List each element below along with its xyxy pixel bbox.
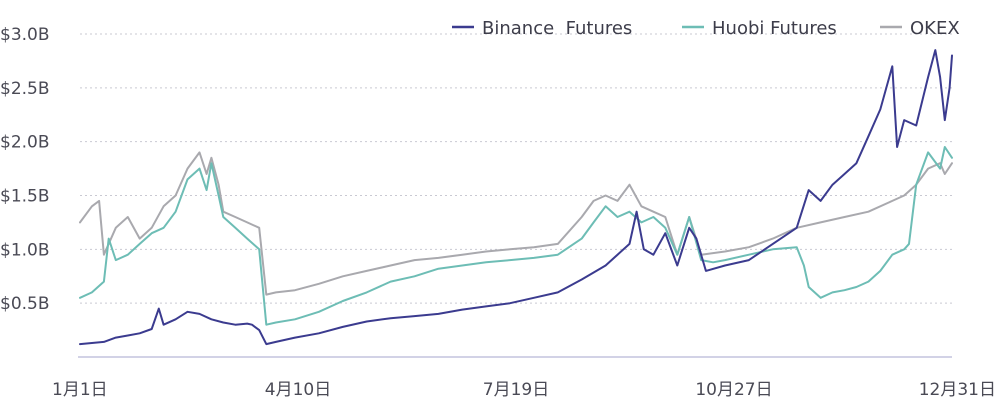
legend-label-2: OKEX [910, 18, 960, 39]
x-tick-label: 10月27日 [695, 380, 772, 400]
y-tick-label: $1.0B [0, 240, 50, 260]
series-line-1 [79, 146, 953, 326]
x-tick-label: 1月1日 [52, 380, 108, 400]
y-tick-label: $0.5B [0, 294, 50, 314]
y-tick-label: $3.0B [0, 25, 50, 45]
x-tick-label: 7月19日 [483, 380, 549, 400]
y-axis-ticks: $0.5B $1.0B $1.5B $2.0B $2.5B $3.0B [0, 25, 50, 314]
series-line-0 [79, 49, 953, 346]
x-tick-label: 4月10日 [265, 380, 331, 400]
series-line-2 [79, 151, 953, 296]
y-tick-label: $2.0B [0, 133, 50, 153]
y-tick-label: $2.5B [0, 79, 50, 99]
y-tick-label: $1.5B [0, 187, 50, 207]
x-tick-label: 12月31日 [919, 380, 996, 400]
grid-lines [80, 33, 952, 304]
legend: Binance Futures Huobi Futures OKEX [452, 18, 960, 39]
x-axis-ticks: 1月1日 4月10日 7月19日 10月27日 12月31日 [52, 380, 996, 400]
legend-label-1: Huobi Futures [712, 18, 837, 39]
legend-label-0: Binance Futures [482, 18, 632, 39]
series-lines [79, 49, 953, 346]
